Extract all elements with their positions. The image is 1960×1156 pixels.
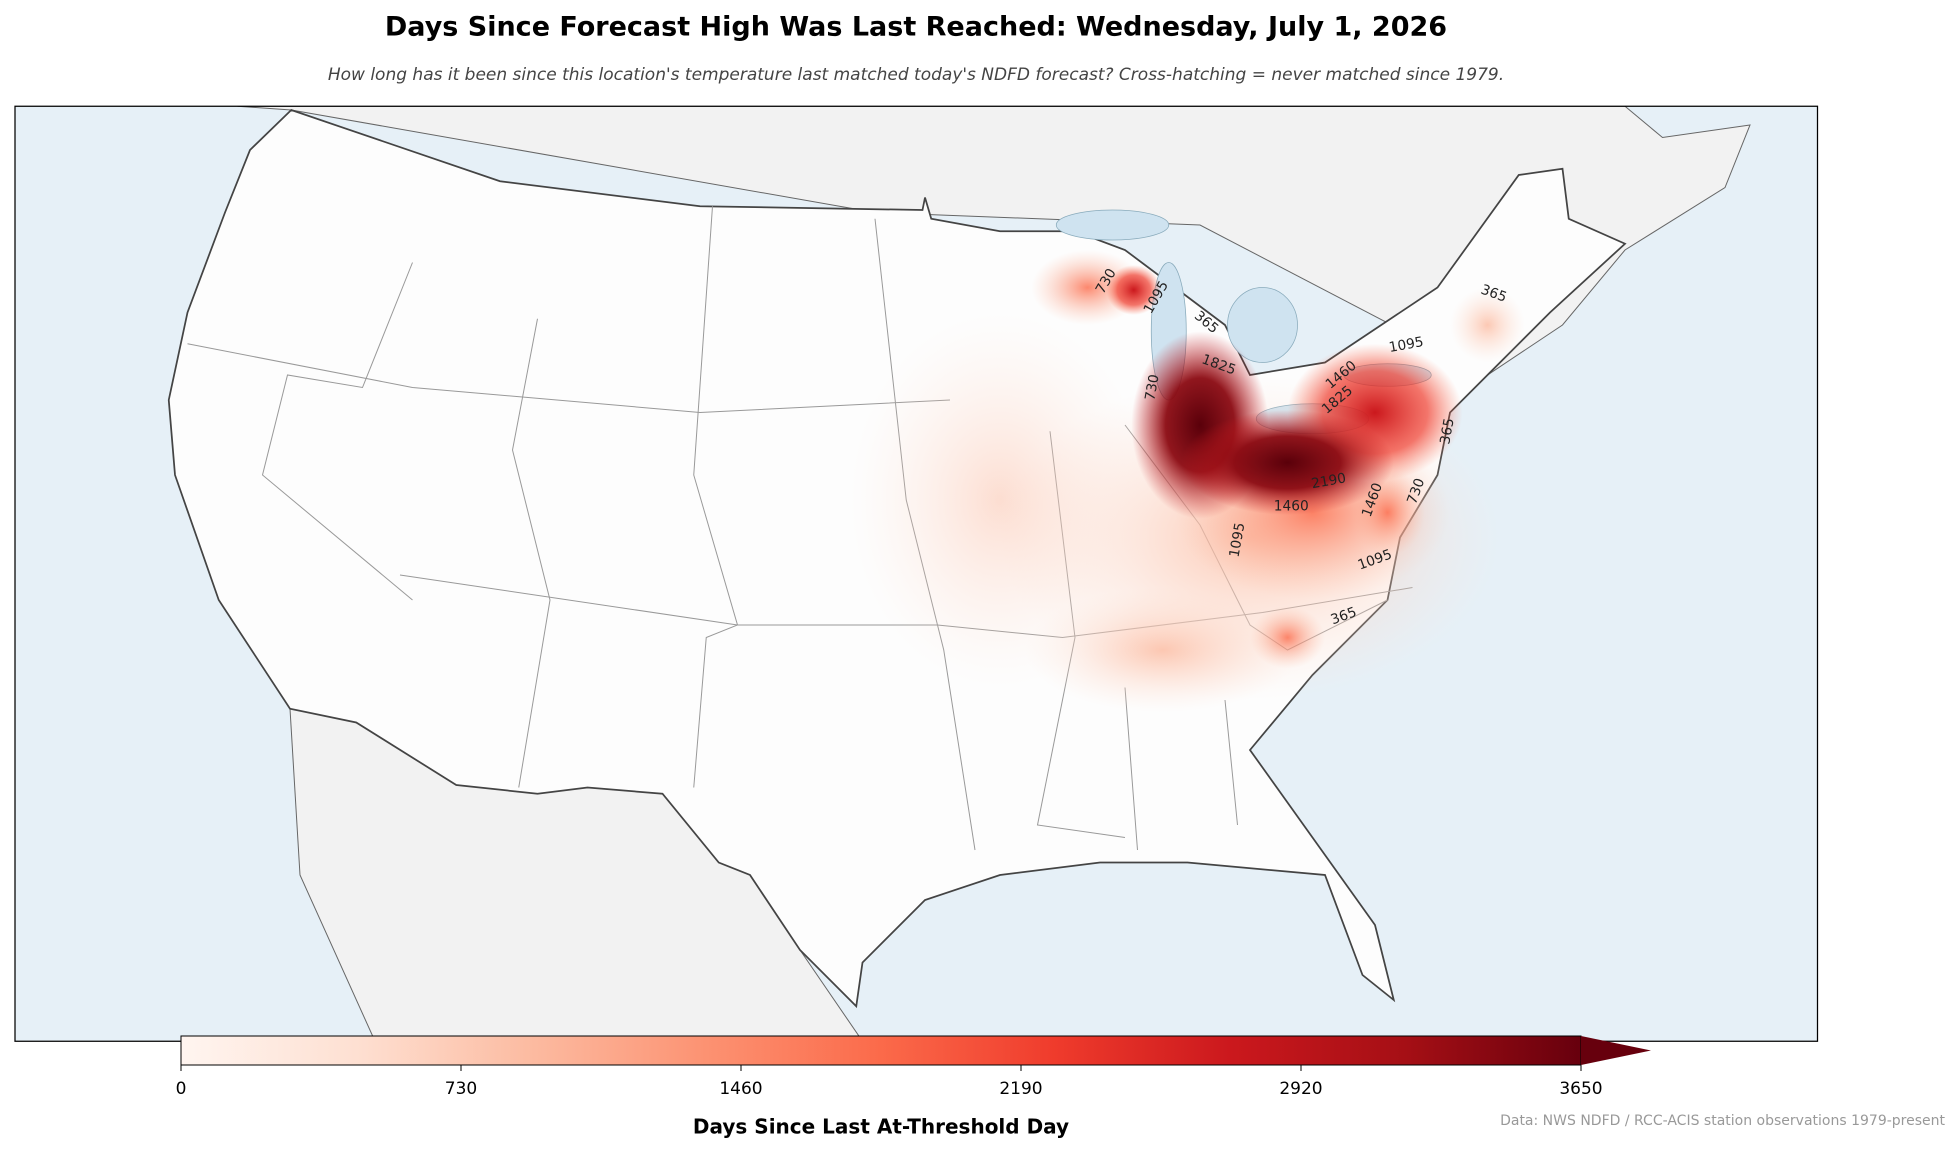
contour-label: 730 bbox=[1142, 373, 1162, 402]
contour-label: 365 bbox=[1437, 417, 1457, 446]
colorbar-label: Days Since Last At-Threshold Day bbox=[693, 1115, 1069, 1139]
colorbar-tick-label: 3650 bbox=[1559, 1079, 1602, 1099]
contour-label: 1095 bbox=[1388, 334, 1425, 356]
subtitle: How long has it been since this location… bbox=[328, 65, 1504, 85]
contour-label: 1095 bbox=[1227, 521, 1249, 558]
colorbar bbox=[180, 1035, 1582, 1066]
contour-label: 1460 bbox=[1274, 498, 1309, 514]
canada bbox=[237, 106, 1751, 376]
colorbar-tick-label: 0 bbox=[176, 1079, 187, 1099]
colorbar-tick-label: 2920 bbox=[1279, 1079, 1322, 1099]
contour-label: 2190 bbox=[1310, 470, 1347, 492]
title: Days Since Forecast High Was Last Reache… bbox=[385, 12, 1447, 43]
colorbar-extension bbox=[1581, 1036, 1651, 1065]
source-note: Data: NWS NDFD / RCC-ACIS station observ… bbox=[1500, 1113, 1945, 1129]
colorbar-tick-label: 730 bbox=[445, 1079, 477, 1099]
colorbar-tick-label: 1460 bbox=[719, 1079, 762, 1099]
colorbar-tick-label: 2190 bbox=[999, 1079, 1042, 1099]
heat bbox=[850, 250, 1525, 713]
